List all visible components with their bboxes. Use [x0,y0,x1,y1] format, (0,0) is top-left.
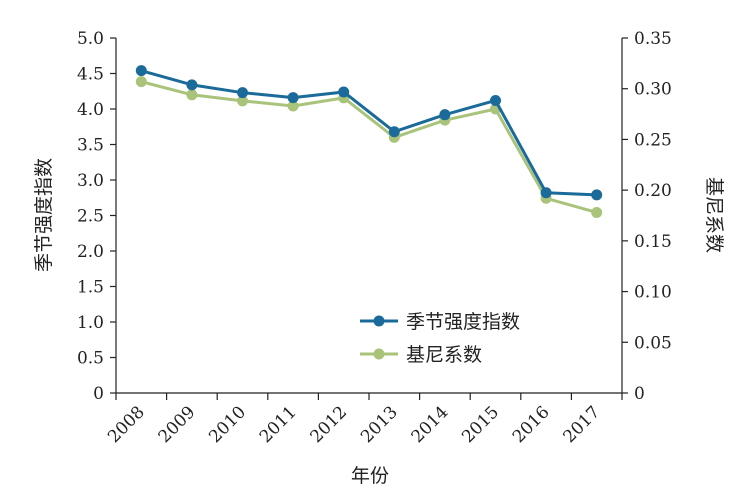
x-tick-label: 2012 [307,402,352,447]
data-point-gini [135,76,147,88]
series-layer [135,65,603,218]
x-axis-title: 年份 [351,465,389,487]
right-y-tick-label: 0.30 [634,80,672,100]
data-point-seasonality [237,87,248,99]
series-line-gini [140,80,598,214]
data-point-seasonality [338,86,350,98]
right-y-axis-title: 基尼系数 [703,177,725,253]
right-y-tick-label: 0.10 [634,283,672,303]
right-y-tick-label: 0.05 [634,333,672,353]
data-point-gini [591,206,603,218]
left-y-tick-label: 4.0 [77,100,104,120]
data-point-seasonality [186,79,198,91]
data-point-seasonality [388,126,400,138]
x-ticks: 2008 2009 2010 2011 2012 2013 2014 2015 2016 2017 [104,393,623,447]
legend-label-gini: 基尼系数 [406,344,482,366]
right-y-ticks: 0 0.05 0.10 0.15 0.20 0.25 0.30 0.35 [622,29,672,404]
x-tick-label: 2011 [256,402,301,447]
data-point-seasonality [591,189,603,201]
legend-marker-seasonality [373,315,385,327]
x-tick-label: 2017 [560,402,605,447]
left-y-axis-title: 季节强度指数 [33,158,55,272]
data-point-seasonality [490,94,501,106]
right-y-tick-label: 0 [634,384,645,404]
x-tick-label: 2016 [509,402,554,447]
right-y-tick-label: 0.25 [634,130,672,150]
x-tick-label: 2010 [205,402,250,447]
left-y-tick-label: 1.0 [77,313,104,333]
left-y-tick-label: 0 [93,384,104,404]
data-point-gini [237,95,248,107]
legend-label-seasonality: 季节强度指数 [406,311,520,333]
x-tick-label: 2009 [155,402,200,447]
data-point-seasonality [287,92,299,104]
x-tick-label: 2008 [104,402,149,447]
x-tick-label: 2013 [357,402,402,447]
left-y-tick-label: 1.5 [77,278,104,298]
data-point-seasonality [135,65,147,77]
right-y-tick-label: 0.15 [634,232,672,252]
data-point-seasonality [540,187,552,199]
legend-marker-gini [373,348,385,360]
left-y-tick-label: 2.5 [77,207,104,227]
left-y-tick-label: 2.0 [77,242,104,262]
right-y-tick-label: 0.35 [634,29,672,49]
series-line-seasonality [140,69,597,197]
x-tick-label: 2014 [408,402,453,447]
legend: 季节强度指数 基尼系数 [360,311,520,366]
data-point-gini [186,89,198,101]
left-y-tick-label: 4.5 [77,65,104,85]
x-tick-label: 2015 [458,402,503,447]
left-y-tick-label: 3.5 [77,136,104,156]
left-y-tick-label: 5.0 [77,29,104,49]
data-point-seasonality [439,109,451,121]
right-y-tick-label: 0.20 [634,181,672,201]
left-y-tick-label: 3.0 [77,171,104,191]
left-y-tick-label: 0.5 [77,349,104,369]
data-point-gini [287,100,299,112]
left-y-ticks: 0 0.5 1.0 1.5 2.0 2.5 3.0 3.5 4.0 4.5 5.0 [77,29,116,404]
